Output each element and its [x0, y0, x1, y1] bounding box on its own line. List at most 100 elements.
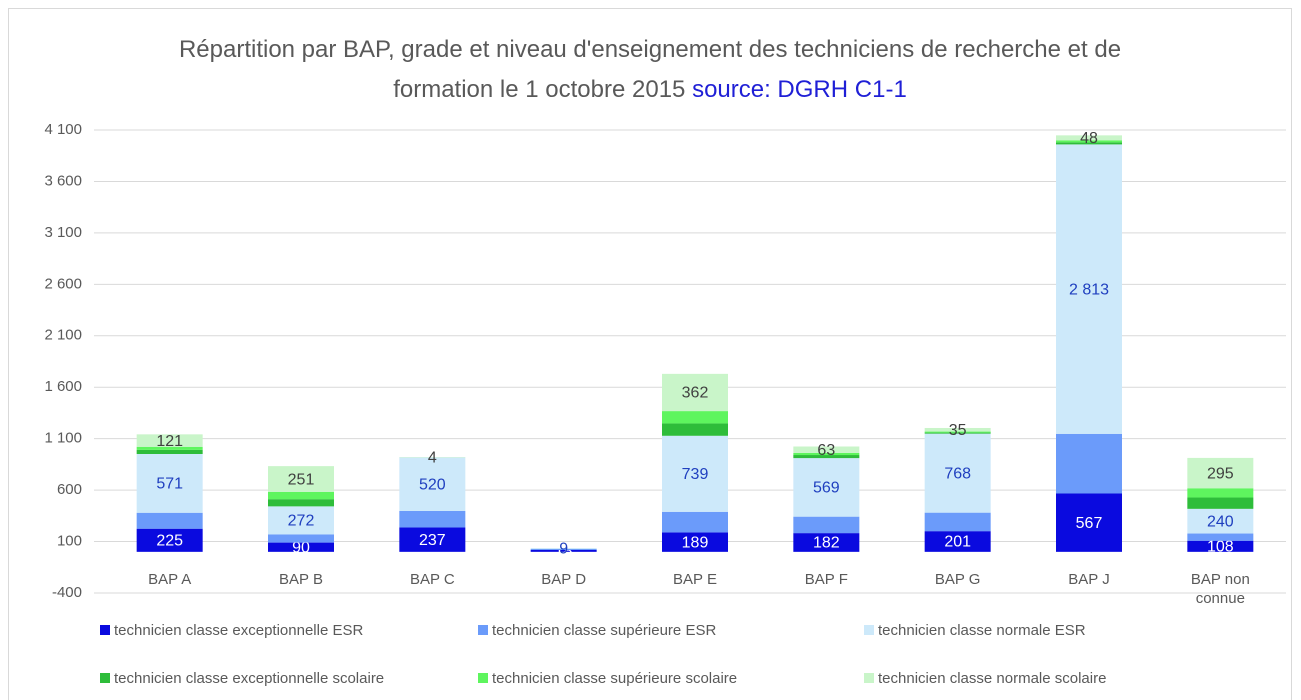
data-label: 768 — [944, 465, 971, 482]
bar-segment — [662, 373, 728, 412]
data-label: 90 — [292, 539, 310, 556]
x-tick-label: BAP C — [409, 571, 455, 588]
bar-segment — [662, 532, 728, 552]
legend-swatch — [100, 625, 110, 635]
data-label: 240 — [1207, 513, 1234, 530]
bar-segment — [924, 512, 991, 532]
legend-entry: technicien classe normale ESR — [864, 622, 1086, 639]
bar-segment — [1056, 142, 1122, 145]
data-label: 251 — [288, 471, 315, 488]
legend-swatch — [864, 625, 874, 635]
data-label: 9 — [559, 541, 568, 558]
data-label: 189 — [682, 534, 709, 551]
bar-segment — [662, 511, 728, 533]
bar-segment — [924, 433, 991, 513]
bar-segment — [136, 449, 203, 454]
bar-segment — [399, 510, 466, 528]
x-tick-label: BAP G — [934, 571, 981, 588]
data-label: 237 — [419, 532, 446, 549]
bar-segment — [793, 446, 860, 453]
data-label: 35 — [949, 422, 967, 439]
chart-title-block: Répartition par BAP, grade et niveau d'e… — [150, 30, 1150, 110]
bar-segment — [136, 512, 203, 529]
legend-label: technicien classe exceptionnelle scolair… — [114, 670, 385, 687]
bar-segment — [268, 534, 334, 543]
legend-swatch — [864, 673, 874, 683]
bar-segment — [793, 516, 860, 534]
bar-segment — [136, 528, 203, 552]
bar-segment — [399, 527, 466, 552]
data-label: 2 813 — [1069, 281, 1109, 298]
y-tick-label: 4 100 — [44, 121, 82, 138]
chart-subtitle: source: DGRH C1-1 — [692, 76, 907, 103]
x-tick-label: BAP J — [1068, 571, 1110, 588]
bar-segment — [268, 491, 334, 500]
bar-segment — [268, 542, 334, 552]
data-label: 48 — [1080, 130, 1098, 147]
bar-segment — [1187, 497, 1254, 509]
x-tick-label: BAP non connue — [1190, 571, 1250, 607]
bar-segment — [136, 446, 203, 450]
y-tick-label: 100 — [57, 533, 82, 550]
data-label: 63 — [817, 442, 835, 459]
data-label: 182 — [813, 535, 840, 552]
data-label: 739 — [682, 466, 709, 483]
y-tick-label: 2 100 — [44, 327, 82, 344]
bar-segment — [1056, 140, 1122, 143]
y-tick-label: 3 600 — [44, 172, 82, 189]
legend-label: technicien classe exceptionnelle ESR — [114, 622, 364, 639]
bar-segment — [1187, 457, 1254, 489]
bar-segment — [924, 431, 991, 433]
bar-segment — [268, 499, 334, 507]
bar-segment — [662, 435, 728, 512]
y-tick-label: -400 — [52, 584, 82, 601]
legend-entry: technicien classe supérieure scolaire — [478, 670, 737, 687]
legend-label: technicien classe normale ESR — [878, 622, 1086, 639]
bar-segment — [1056, 493, 1122, 552]
chart-title: Répartition par BAP, grade et niveau d'e… — [178, 36, 1122, 103]
x-tick-label: BAP B — [279, 571, 323, 588]
bar-segment — [662, 411, 728, 424]
legend-entry: technicien classe exceptionnelle ESR — [100, 622, 363, 639]
legend-entry: technicien classe supérieure ESR — [478, 622, 716, 639]
bar-segment — [1187, 488, 1254, 498]
bar-segment — [1056, 144, 1122, 434]
y-tick-label: 2 600 — [44, 275, 82, 292]
legend-entry: technicien classe exceptionnelle scolair… — [100, 670, 384, 687]
bar-segment — [924, 531, 991, 552]
data-label: 272 — [288, 513, 315, 530]
data-label: 4 — [428, 450, 437, 467]
y-tick-label: 3 100 — [44, 224, 82, 241]
data-label: 108 — [1207, 539, 1234, 556]
bar-segment — [924, 427, 991, 432]
bar-segment — [136, 434, 203, 447]
y-tick-label: 600 — [57, 481, 82, 498]
bar-segment — [1187, 533, 1254, 541]
bar-segment — [924, 432, 991, 434]
bar-segment — [1056, 433, 1122, 494]
bar-segment — [268, 466, 334, 492]
y-tick-label: 1 600 — [44, 378, 82, 395]
bar-segment — [793, 458, 860, 517]
data-label: 295 — [1207, 465, 1234, 482]
legend-swatch — [100, 673, 110, 683]
data-label: 520 — [419, 476, 446, 493]
data-label: 121 — [156, 433, 183, 450]
data-label: 567 — [1076, 515, 1103, 532]
x-tick-label: BAP D — [541, 571, 587, 588]
y-tick-label: 1 100 — [44, 430, 82, 447]
x-tick-label: BAP F — [804, 571, 848, 588]
bar-segment — [399, 457, 466, 511]
x-tick-label: BAP A — [148, 571, 192, 588]
data-label: 18 — [555, 543, 573, 560]
bar-segment — [530, 548, 597, 550]
bar-segment — [793, 455, 860, 459]
legend-label: technicien classe normale scolaire — [878, 670, 1107, 687]
bar-segment — [530, 549, 597, 552]
data-label: 362 — [682, 385, 709, 402]
bar-segment — [793, 452, 860, 456]
bar-segment — [530, 548, 597, 549]
data-label: 569 — [813, 480, 840, 497]
legend-label: technicien classe supérieure scolaire — [492, 670, 738, 687]
